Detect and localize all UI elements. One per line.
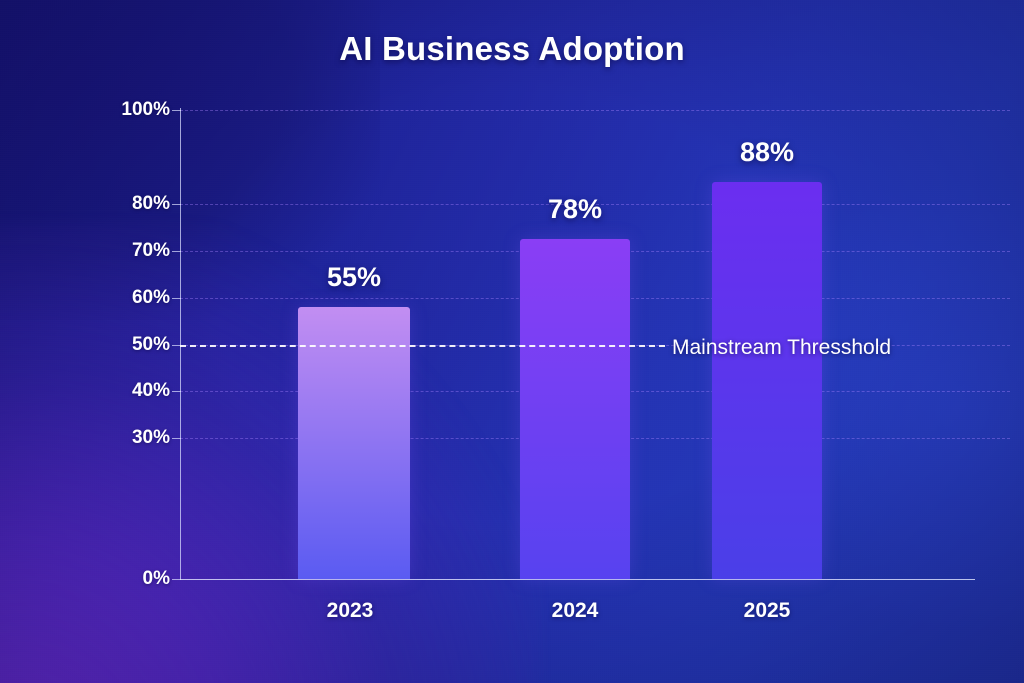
y-tick-mark-40 — [172, 391, 181, 393]
bar-value-label-2024: 78% — [547, 194, 603, 224]
chart-title: AI Business Adoption — [339, 30, 685, 67]
bar-2024[interactable] — [520, 239, 630, 579]
y-axis-label: 40% — [131, 380, 170, 402]
x-axis-label-2024: 2024 — [551, 599, 599, 622]
threshold-label: Mainstream Thresshold — [672, 335, 892, 359]
y-axis-label: 100% — [121, 99, 170, 120]
y-axis-label: 30% — [131, 427, 170, 449]
bar-2023[interactable] — [298, 307, 410, 579]
y-axis-label: 80% — [131, 192, 170, 214]
y-tick-mark-100 — [172, 110, 181, 111]
y-axis-label: 0% — [142, 568, 170, 589]
x-axis-line — [180, 579, 975, 580]
threshold-line — [180, 344, 665, 347]
y-tick-mark-50 — [172, 344, 181, 346]
y-tick-mark-80 — [172, 203, 181, 205]
y-axis-line — [180, 108, 181, 580]
y-tick-mark-60 — [172, 297, 181, 299]
y-axis-label: 60% — [131, 286, 170, 308]
gridline-80 — [180, 203, 1010, 205]
y-tick-mark-70 — [172, 250, 181, 252]
gridline-100 — [180, 110, 1010, 111]
background-glow-bottom-left — [0, 223, 540, 683]
y-tick-mark-30 — [172, 438, 181, 440]
bar-value-label-2025: 88% — [739, 137, 795, 167]
y-axis-label: 50% — [131, 333, 170, 355]
y-tick-mark-0 — [172, 579, 181, 580]
y-axis-label: 70% — [131, 239, 170, 261]
x-axis-label-2025: 2025 — [743, 599, 791, 622]
bar-2025[interactable] — [712, 182, 822, 579]
x-axis-label-2023: 2023 — [326, 599, 374, 622]
bar-value-label-2023: 55% — [326, 262, 382, 292]
